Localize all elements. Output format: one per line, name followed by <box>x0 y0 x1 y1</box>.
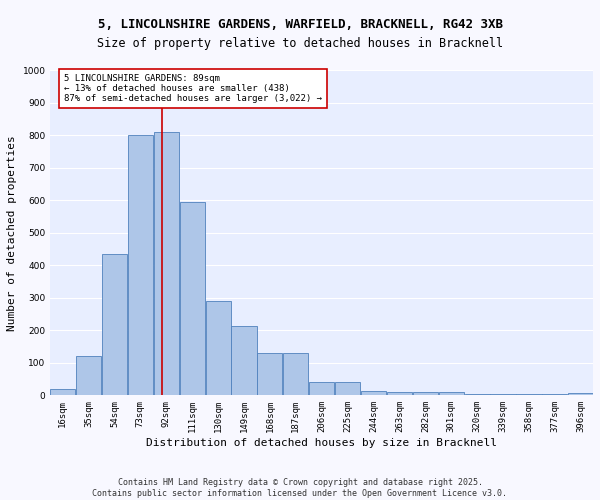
Bar <box>76 356 101 396</box>
Text: Size of property relative to detached houses in Bracknell: Size of property relative to detached ho… <box>97 38 503 51</box>
Bar <box>128 136 153 396</box>
Bar <box>154 132 179 396</box>
Bar <box>490 394 515 396</box>
Y-axis label: Number of detached properties: Number of detached properties <box>7 135 17 331</box>
Bar <box>568 393 593 396</box>
Bar <box>361 392 386 396</box>
Bar <box>542 394 568 396</box>
X-axis label: Distribution of detached houses by size in Bracknell: Distribution of detached houses by size … <box>146 438 497 448</box>
Text: 5 LINCOLNSHIRE GARDENS: 89sqm
← 13% of detached houses are smaller (438)
87% of : 5 LINCOLNSHIRE GARDENS: 89sqm ← 13% of d… <box>64 74 322 104</box>
Bar <box>232 326 257 396</box>
Bar <box>413 392 438 396</box>
Text: 5, LINCOLNSHIRE GARDENS, WARFIELD, BRACKNELL, RG42 3XB: 5, LINCOLNSHIRE GARDENS, WARFIELD, BRACK… <box>97 18 503 30</box>
Bar <box>387 392 412 396</box>
Text: Contains HM Land Registry data © Crown copyright and database right 2025.
Contai: Contains HM Land Registry data © Crown c… <box>92 478 508 498</box>
Bar <box>439 392 464 396</box>
Bar <box>179 202 205 396</box>
Bar <box>517 394 542 396</box>
Bar <box>257 353 283 396</box>
Bar <box>206 301 230 396</box>
Bar <box>102 254 127 396</box>
Bar <box>283 353 308 396</box>
Bar <box>50 389 75 396</box>
Bar <box>309 382 334 396</box>
Bar <box>464 394 490 396</box>
Bar <box>335 382 360 396</box>
